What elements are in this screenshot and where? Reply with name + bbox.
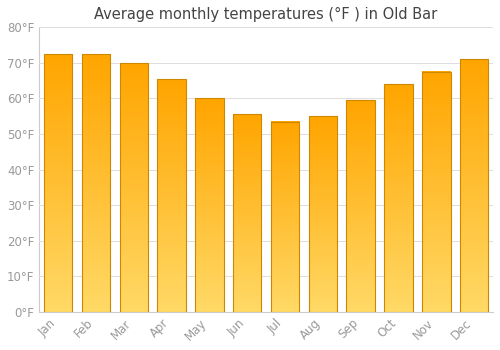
Bar (308, 116, 337, 312)
Bar (233, 114, 262, 312)
Bar (44, 54, 72, 312)
Bar (271, 121, 299, 312)
Bar (346, 100, 375, 312)
Bar (422, 72, 450, 312)
Bar (44, 54, 72, 312)
Bar (384, 84, 412, 312)
Title: Average monthly temperatures (°F ) in Old Bar: Average monthly temperatures (°F ) in Ol… (94, 7, 438, 22)
Bar (195, 98, 224, 312)
Bar (308, 116, 337, 312)
Bar (158, 79, 186, 312)
Bar (384, 84, 412, 312)
Bar (195, 98, 224, 312)
Bar (158, 79, 186, 312)
Bar (82, 54, 110, 312)
Bar (460, 59, 488, 312)
Bar (82, 54, 110, 312)
Bar (233, 114, 262, 312)
Bar (271, 121, 299, 312)
Bar (422, 72, 450, 312)
Bar (120, 63, 148, 312)
Bar (346, 100, 375, 312)
Bar (460, 59, 488, 312)
Bar (120, 63, 148, 312)
